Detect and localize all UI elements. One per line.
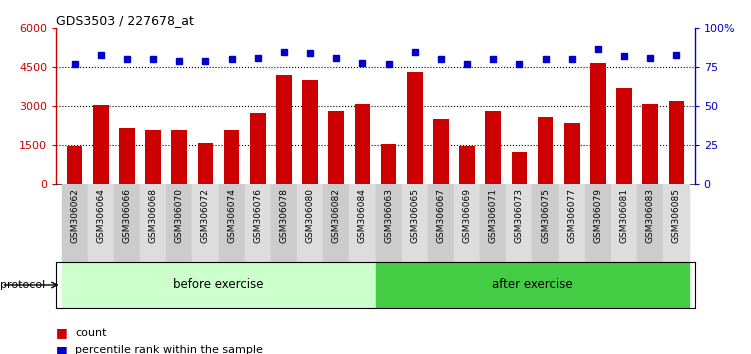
Bar — [376, 184, 402, 262]
Text: GSM306075: GSM306075 — [541, 188, 550, 243]
Text: GSM306067: GSM306067 — [436, 188, 445, 243]
Bar — [428, 184, 454, 262]
Text: ■: ■ — [56, 344, 68, 354]
Bar — [564, 123, 580, 184]
Text: GSM306079: GSM306079 — [593, 188, 602, 243]
Text: GSM306064: GSM306064 — [96, 188, 105, 243]
Bar — [480, 184, 506, 262]
Bar — [611, 184, 637, 262]
Text: GSM306066: GSM306066 — [122, 188, 131, 243]
Bar — [407, 73, 423, 184]
Text: GSM306073: GSM306073 — [515, 188, 524, 243]
Bar — [663, 184, 689, 262]
Text: count: count — [75, 328, 107, 338]
Text: GSM306062: GSM306062 — [70, 188, 79, 243]
Bar — [276, 75, 292, 184]
Text: GSM306085: GSM306085 — [672, 188, 681, 243]
Text: GSM306083: GSM306083 — [646, 188, 655, 243]
Bar — [171, 130, 187, 184]
Bar — [349, 184, 376, 262]
Bar — [642, 104, 658, 184]
Bar — [668, 101, 684, 184]
Bar — [114, 184, 140, 262]
Bar — [585, 184, 611, 262]
Bar — [402, 184, 428, 262]
Text: after exercise: after exercise — [492, 279, 573, 291]
Text: GSM306071: GSM306071 — [489, 188, 498, 243]
Bar — [302, 80, 318, 184]
Bar — [250, 113, 266, 184]
Bar — [328, 112, 344, 184]
Bar — [381, 144, 397, 184]
Bar — [140, 184, 166, 262]
Bar — [297, 184, 323, 262]
Text: ■: ■ — [56, 326, 68, 339]
Text: GDS3503 / 227678_at: GDS3503 / 227678_at — [56, 14, 195, 27]
Bar — [166, 184, 192, 262]
Text: protocol: protocol — [0, 280, 45, 290]
Bar — [145, 130, 161, 184]
Bar — [62, 184, 88, 262]
Text: GSM306081: GSM306081 — [620, 188, 629, 243]
Bar — [506, 184, 532, 262]
Text: GSM306065: GSM306065 — [410, 188, 419, 243]
Text: before exercise: before exercise — [173, 279, 264, 291]
Bar — [538, 116, 553, 184]
Bar — [354, 104, 370, 184]
Text: GSM306069: GSM306069 — [463, 188, 472, 243]
Bar — [433, 119, 449, 184]
Bar — [224, 130, 240, 184]
Bar — [454, 184, 480, 262]
Bar — [192, 184, 219, 262]
Bar — [198, 143, 213, 184]
Bar — [590, 63, 606, 184]
Text: GSM306078: GSM306078 — [279, 188, 288, 243]
Text: GSM306063: GSM306063 — [384, 188, 393, 243]
Bar — [62, 262, 376, 308]
Bar — [219, 184, 245, 262]
Bar — [67, 147, 83, 184]
Bar — [532, 184, 559, 262]
Bar — [616, 88, 632, 184]
Bar — [637, 184, 663, 262]
Text: GSM306082: GSM306082 — [332, 188, 341, 243]
Text: GSM306070: GSM306070 — [175, 188, 184, 243]
Text: GSM306076: GSM306076 — [253, 188, 262, 243]
Bar — [559, 184, 585, 262]
Bar — [485, 112, 501, 184]
Bar — [271, 184, 297, 262]
Text: GSM306080: GSM306080 — [306, 188, 315, 243]
Text: GSM306074: GSM306074 — [227, 188, 236, 243]
Bar — [323, 184, 349, 262]
Bar — [376, 262, 689, 308]
Bar — [88, 184, 114, 262]
Text: GSM306072: GSM306072 — [201, 188, 210, 243]
Bar — [511, 152, 527, 184]
Bar — [245, 184, 271, 262]
Text: GSM306068: GSM306068 — [149, 188, 158, 243]
Text: GSM306077: GSM306077 — [567, 188, 576, 243]
Text: percentile rank within the sample: percentile rank within the sample — [75, 346, 263, 354]
Bar — [119, 128, 135, 184]
Bar — [93, 105, 109, 184]
Text: GSM306084: GSM306084 — [358, 188, 367, 243]
Bar — [459, 147, 475, 184]
